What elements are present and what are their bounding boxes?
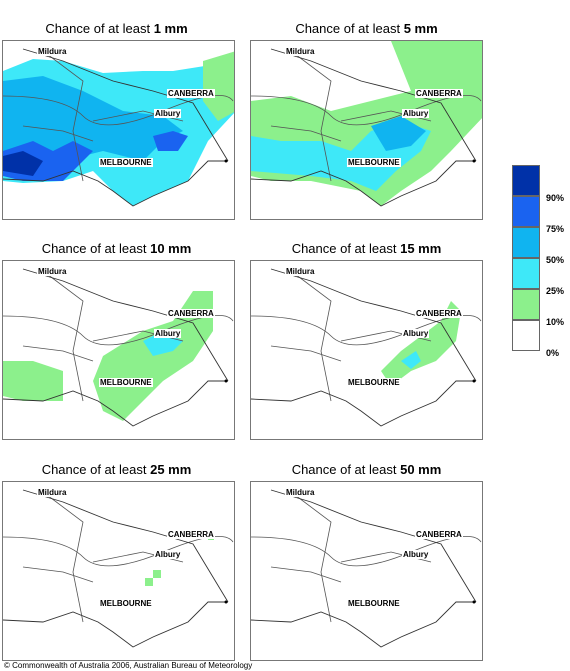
map-panel-15mm: Mildura CANBERRA Albury MELBOURNE (250, 260, 483, 440)
panel-title-15mm: Chance of at least 15 mm (250, 241, 483, 256)
panel-title-amount: 25 mm (150, 462, 192, 477)
probability-map-25mm (3, 489, 234, 648)
legend-swatch-75 (512, 196, 540, 227)
probability-map-15mm (251, 268, 482, 427)
panel-title-10mm: Chance of at least 10 mm (0, 241, 233, 256)
city-label-mildura: Mildura (285, 267, 316, 276)
panel-title-50mm: Chance of at least 50 mm (250, 462, 483, 477)
city-label-melbourne: MELBOURNE (347, 158, 401, 167)
city-label-albury: Albury (154, 109, 182, 118)
city-label-mildura: Mildura (37, 267, 68, 276)
legend-swatch-25 (512, 258, 540, 289)
panel-title-prefix: Chance of at least (41, 462, 151, 477)
city-label-mildura: Mildura (37, 47, 68, 56)
city-label-albury: Albury (402, 109, 430, 118)
legend-swatch-0 (512, 320, 540, 351)
panel-title-amount: 50 mm (400, 462, 442, 477)
map-panel-5mm: Mildura CANBERRA Albury MELBOURNE (250, 40, 483, 220)
panel-title-prefix: Chance of at least (295, 21, 404, 36)
probability-map-1mm (3, 48, 234, 207)
city-label-canberra: CANBERRA (167, 89, 215, 98)
city-label-melbourne: MELBOURNE (347, 599, 401, 608)
panel-title-1mm: Chance of at least 1 mm (0, 21, 233, 36)
city-label-canberra: CANBERRA (167, 530, 215, 539)
city-label-melbourne: MELBOURNE (99, 158, 153, 167)
panel-title-prefix: Chance of at least (291, 241, 401, 256)
city-label-mildura: Mildura (285, 488, 316, 497)
legend-label-75: 75% (546, 224, 565, 234)
panel-title-5mm: Chance of at least 5 mm (250, 21, 483, 36)
panel-title-amount: 1 mm (153, 21, 188, 36)
panel-title-prefix: Chance of at least (45, 21, 154, 36)
city-label-melbourne: MELBOURNE (99, 599, 153, 608)
city-label-melbourne: MELBOURNE (99, 378, 153, 387)
map-panel-25mm: Mildura CANBERRA Albury MELBOURNE (2, 481, 235, 661)
legend-label-90: 90% (546, 193, 565, 203)
city-label-mildura: Mildura (285, 47, 316, 56)
city-label-mildura: Mildura (37, 488, 68, 497)
city-label-albury: Albury (402, 329, 430, 338)
panel-title-amount: 15 mm (400, 241, 442, 256)
city-label-canberra: CANBERRA (415, 89, 463, 98)
city-label-canberra: CANBERRA (167, 309, 215, 318)
probability-map-10mm (3, 268, 234, 427)
probability-map-50mm (251, 489, 482, 648)
panel-title-prefix: Chance of at least (291, 462, 401, 477)
panel-title-amount: 5 mm (403, 21, 438, 36)
city-label-melbourne: MELBOURNE (347, 378, 401, 387)
city-label-albury: Albury (402, 550, 430, 559)
map-panel-50mm: Mildura CANBERRA Albury MELBOURNE (250, 481, 483, 661)
copyright-notice: © Commonwealth of Australia 2006, Austra… (4, 661, 253, 670)
legend-label-0: 0% (546, 348, 560, 358)
legend-swatch-10 (512, 289, 540, 320)
map-panel-1mm: Mildura CANBERRA Albury MELBOURNE (2, 40, 235, 220)
legend-label-25: 25% (546, 286, 565, 296)
legend-swatch-50 (512, 227, 540, 258)
probability-map-5mm (251, 41, 482, 207)
panel-title-amount: 10 mm (150, 241, 192, 256)
legend-label-50: 50% (546, 255, 565, 265)
city-label-canberra: CANBERRA (415, 309, 463, 318)
panel-title-25mm: Chance of at least 25 mm (0, 462, 233, 477)
city-label-albury: Albury (154, 550, 182, 559)
legend-swatch-90 (512, 165, 540, 196)
city-label-albury: Albury (154, 329, 182, 338)
panel-title-prefix: Chance of at least (41, 241, 151, 256)
city-label-canberra: CANBERRA (415, 530, 463, 539)
map-panel-10mm: Mildura CANBERRA Albury MELBOURNE (2, 260, 235, 440)
legend-label-10: 10% (546, 317, 565, 327)
